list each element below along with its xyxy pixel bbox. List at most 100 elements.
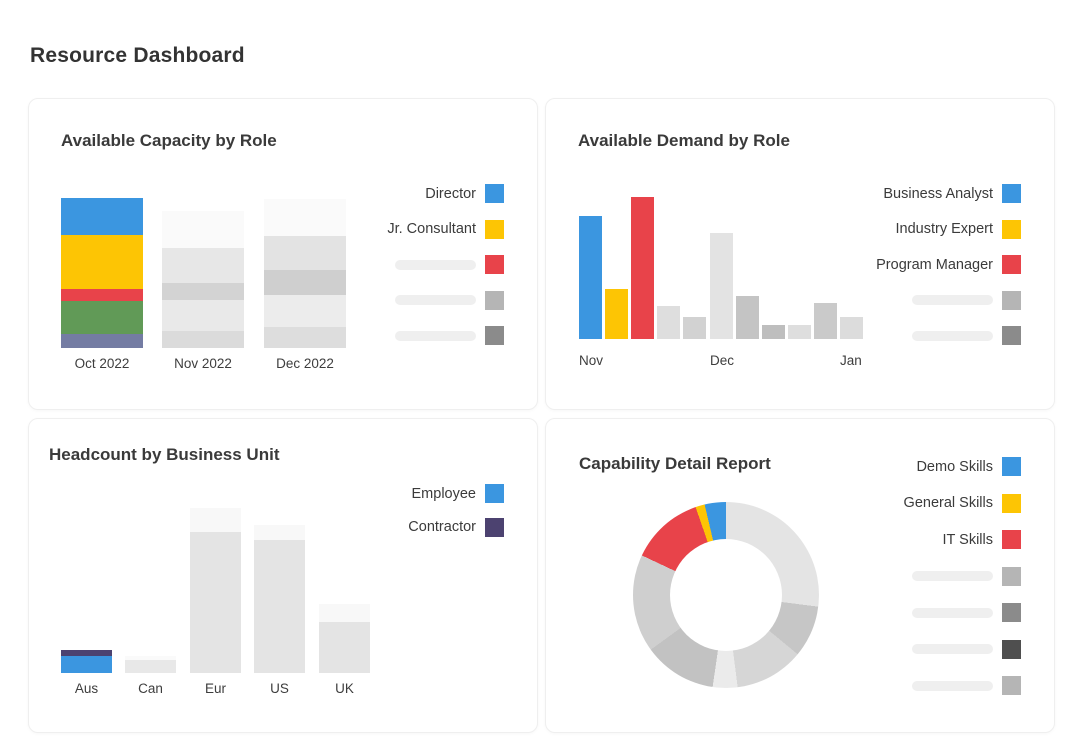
demand-bar-6[interactable] bbox=[736, 296, 759, 339]
legend-placeholder-item bbox=[912, 676, 1021, 695]
x-label-can: Can bbox=[138, 681, 163, 696]
demand-bar-4[interactable] bbox=[683, 317, 706, 339]
bar-segment bbox=[264, 236, 346, 270]
headcount-bar-uk[interactable] bbox=[319, 604, 370, 673]
contractor-bar-segment bbox=[61, 650, 112, 656]
legend-placeholder-item bbox=[912, 566, 1021, 586]
legend-placeholder-pill bbox=[395, 295, 476, 305]
bar-segment bbox=[264, 295, 346, 327]
x-label-dec: Dec bbox=[710, 353, 735, 368]
legend-color-swatch bbox=[485, 326, 504, 345]
legend-color-swatch bbox=[485, 255, 504, 274]
legend-color-swatch bbox=[1002, 530, 1021, 549]
capability-panel-title: Capability Detail Report bbox=[579, 454, 771, 473]
bar-segment bbox=[162, 331, 244, 348]
legend-placeholder-item bbox=[912, 639, 1021, 659]
legend-color-swatch bbox=[1002, 184, 1021, 203]
headcount-bar-eur[interactable] bbox=[190, 508, 241, 673]
bar-segment bbox=[190, 508, 241, 532]
demand-bar-10[interactable] bbox=[840, 317, 863, 339]
headcount-legend: Employee Contractor bbox=[408, 484, 504, 551]
legend-placeholder-pill bbox=[912, 644, 993, 654]
demand-bar-program-manager[interactable] bbox=[631, 197, 654, 339]
business-analyst-legend-item[interactable]: Business Analyst bbox=[883, 184, 1021, 203]
capability-panel: Capability Detail Report Demo Skills Gene… bbox=[545, 418, 1055, 733]
legend-placeholder-pill bbox=[912, 607, 993, 618]
employee-legend-item[interactable]: Employee bbox=[412, 484, 504, 503]
x-label-nov: Nov bbox=[579, 353, 604, 368]
capacity-panel: Available Capacity by Role Oct 2022 Nov 2… bbox=[28, 98, 538, 410]
x-label-jan: Jan bbox=[840, 353, 862, 368]
jr-consultant-legend-item[interactable]: Jr. Consultant bbox=[387, 219, 504, 239]
legend-placeholder-item bbox=[912, 326, 1021, 345]
headcount-bar-us[interactable] bbox=[254, 525, 305, 673]
bar-segment bbox=[61, 334, 143, 348]
legend-color-swatch bbox=[485, 184, 504, 203]
headcount-bar-can[interactable] bbox=[125, 656, 176, 673]
bar-segment bbox=[125, 656, 176, 660]
legend-color-swatch bbox=[1002, 493, 1021, 513]
bar-segment bbox=[254, 540, 305, 673]
general-skills-legend-item[interactable]: General Skills bbox=[904, 493, 1021, 513]
capability-donut-chart[interactable] bbox=[633, 502, 819, 688]
x-label-eur: Eur bbox=[204, 681, 226, 696]
x-label-uk: UK bbox=[335, 681, 354, 696]
demand-bar-industry-expert[interactable] bbox=[605, 289, 628, 339]
capacity-bar-nov-2022[interactable] bbox=[162, 211, 244, 348]
contractor-legend-item[interactable]: Contractor bbox=[408, 517, 504, 537]
legend-label: Business Analyst bbox=[883, 185, 993, 202]
bar-segment bbox=[190, 532, 241, 673]
x-label-aus: Aus bbox=[74, 681, 99, 696]
it-skills-legend-item[interactable]: IT Skills bbox=[943, 530, 1021, 549]
demand-bar-8[interactable] bbox=[788, 325, 811, 339]
bar-segment bbox=[814, 303, 837, 339]
x-label-nov-2022: Nov 2022 bbox=[174, 356, 232, 371]
demo-skills-legend-item[interactable]: Demo Skills bbox=[916, 457, 1021, 476]
industry-expert-legend-item[interactable]: Industry Expert bbox=[895, 219, 1021, 239]
legend-placeholder-pill bbox=[395, 330, 476, 341]
legend-color-swatch bbox=[485, 290, 504, 310]
legend-placeholder-item bbox=[912, 290, 1021, 310]
bar-segment bbox=[319, 622, 370, 673]
legend-color-swatch bbox=[485, 484, 504, 503]
legend-placeholder-item bbox=[395, 326, 504, 345]
demand-bar-7[interactable] bbox=[762, 325, 785, 339]
jr-consultant-bar-segment bbox=[61, 235, 143, 289]
capability-legend: Demo Skills General Skills IT Skills bbox=[904, 457, 1021, 713]
legend-label: Demo Skills bbox=[916, 458, 993, 475]
x-label-oct-2022: Oct 2022 bbox=[74, 356, 130, 371]
page-title: Resource Dashboard bbox=[30, 44, 245, 68]
legend-placeholder-pill bbox=[912, 330, 993, 341]
legend-color-swatch bbox=[1002, 326, 1021, 345]
demand-bar-9[interactable] bbox=[814, 303, 837, 339]
bar-segment bbox=[762, 325, 785, 339]
headcount-panel-title: Headcount by Business Unit bbox=[49, 445, 280, 464]
demand-bar-business-analyst[interactable] bbox=[579, 216, 602, 339]
bar-segment bbox=[162, 211, 244, 248]
demand-bar-5[interactable] bbox=[710, 233, 733, 339]
legend-label: Program Manager bbox=[876, 256, 993, 273]
capacity-legend: Director Jr. Consultant bbox=[387, 184, 504, 362]
demand-panel: Available Demand by Role Nov Dec Jan Busin… bbox=[545, 98, 1055, 410]
legend-placeholder-pill bbox=[912, 571, 993, 581]
legend-color-swatch bbox=[1002, 255, 1021, 274]
legend-placeholder-pill bbox=[395, 259, 476, 270]
director-legend-item[interactable]: Director bbox=[425, 184, 504, 203]
x-label-us: US bbox=[270, 681, 289, 696]
demand-bar-3[interactable] bbox=[657, 306, 680, 339]
bar-segment bbox=[683, 317, 706, 339]
demand-chart: Nov Dec Jan bbox=[546, 99, 1054, 409]
x-label-dec-2022: Dec 2022 bbox=[276, 356, 334, 371]
capacity-bar-dec-2022[interactable] bbox=[264, 199, 346, 348]
legend-color-swatch bbox=[1002, 457, 1021, 476]
legend-color-swatch bbox=[1002, 639, 1021, 659]
legend-label: Employee bbox=[411, 485, 476, 502]
program-manager-legend-item[interactable]: Program Manager bbox=[876, 255, 1021, 274]
capacity-bar-oct-2022[interactable] bbox=[61, 198, 143, 348]
legend-label: Industry Expert bbox=[895, 221, 993, 237]
bar-segment bbox=[162, 283, 244, 300]
demand-legend: Business Analyst Industry Expert Program M… bbox=[876, 184, 1021, 362]
headcount-bar-aus[interactable] bbox=[61, 650, 112, 673]
bar-segment bbox=[657, 306, 680, 339]
industry-expert-bar-segment bbox=[605, 289, 628, 339]
